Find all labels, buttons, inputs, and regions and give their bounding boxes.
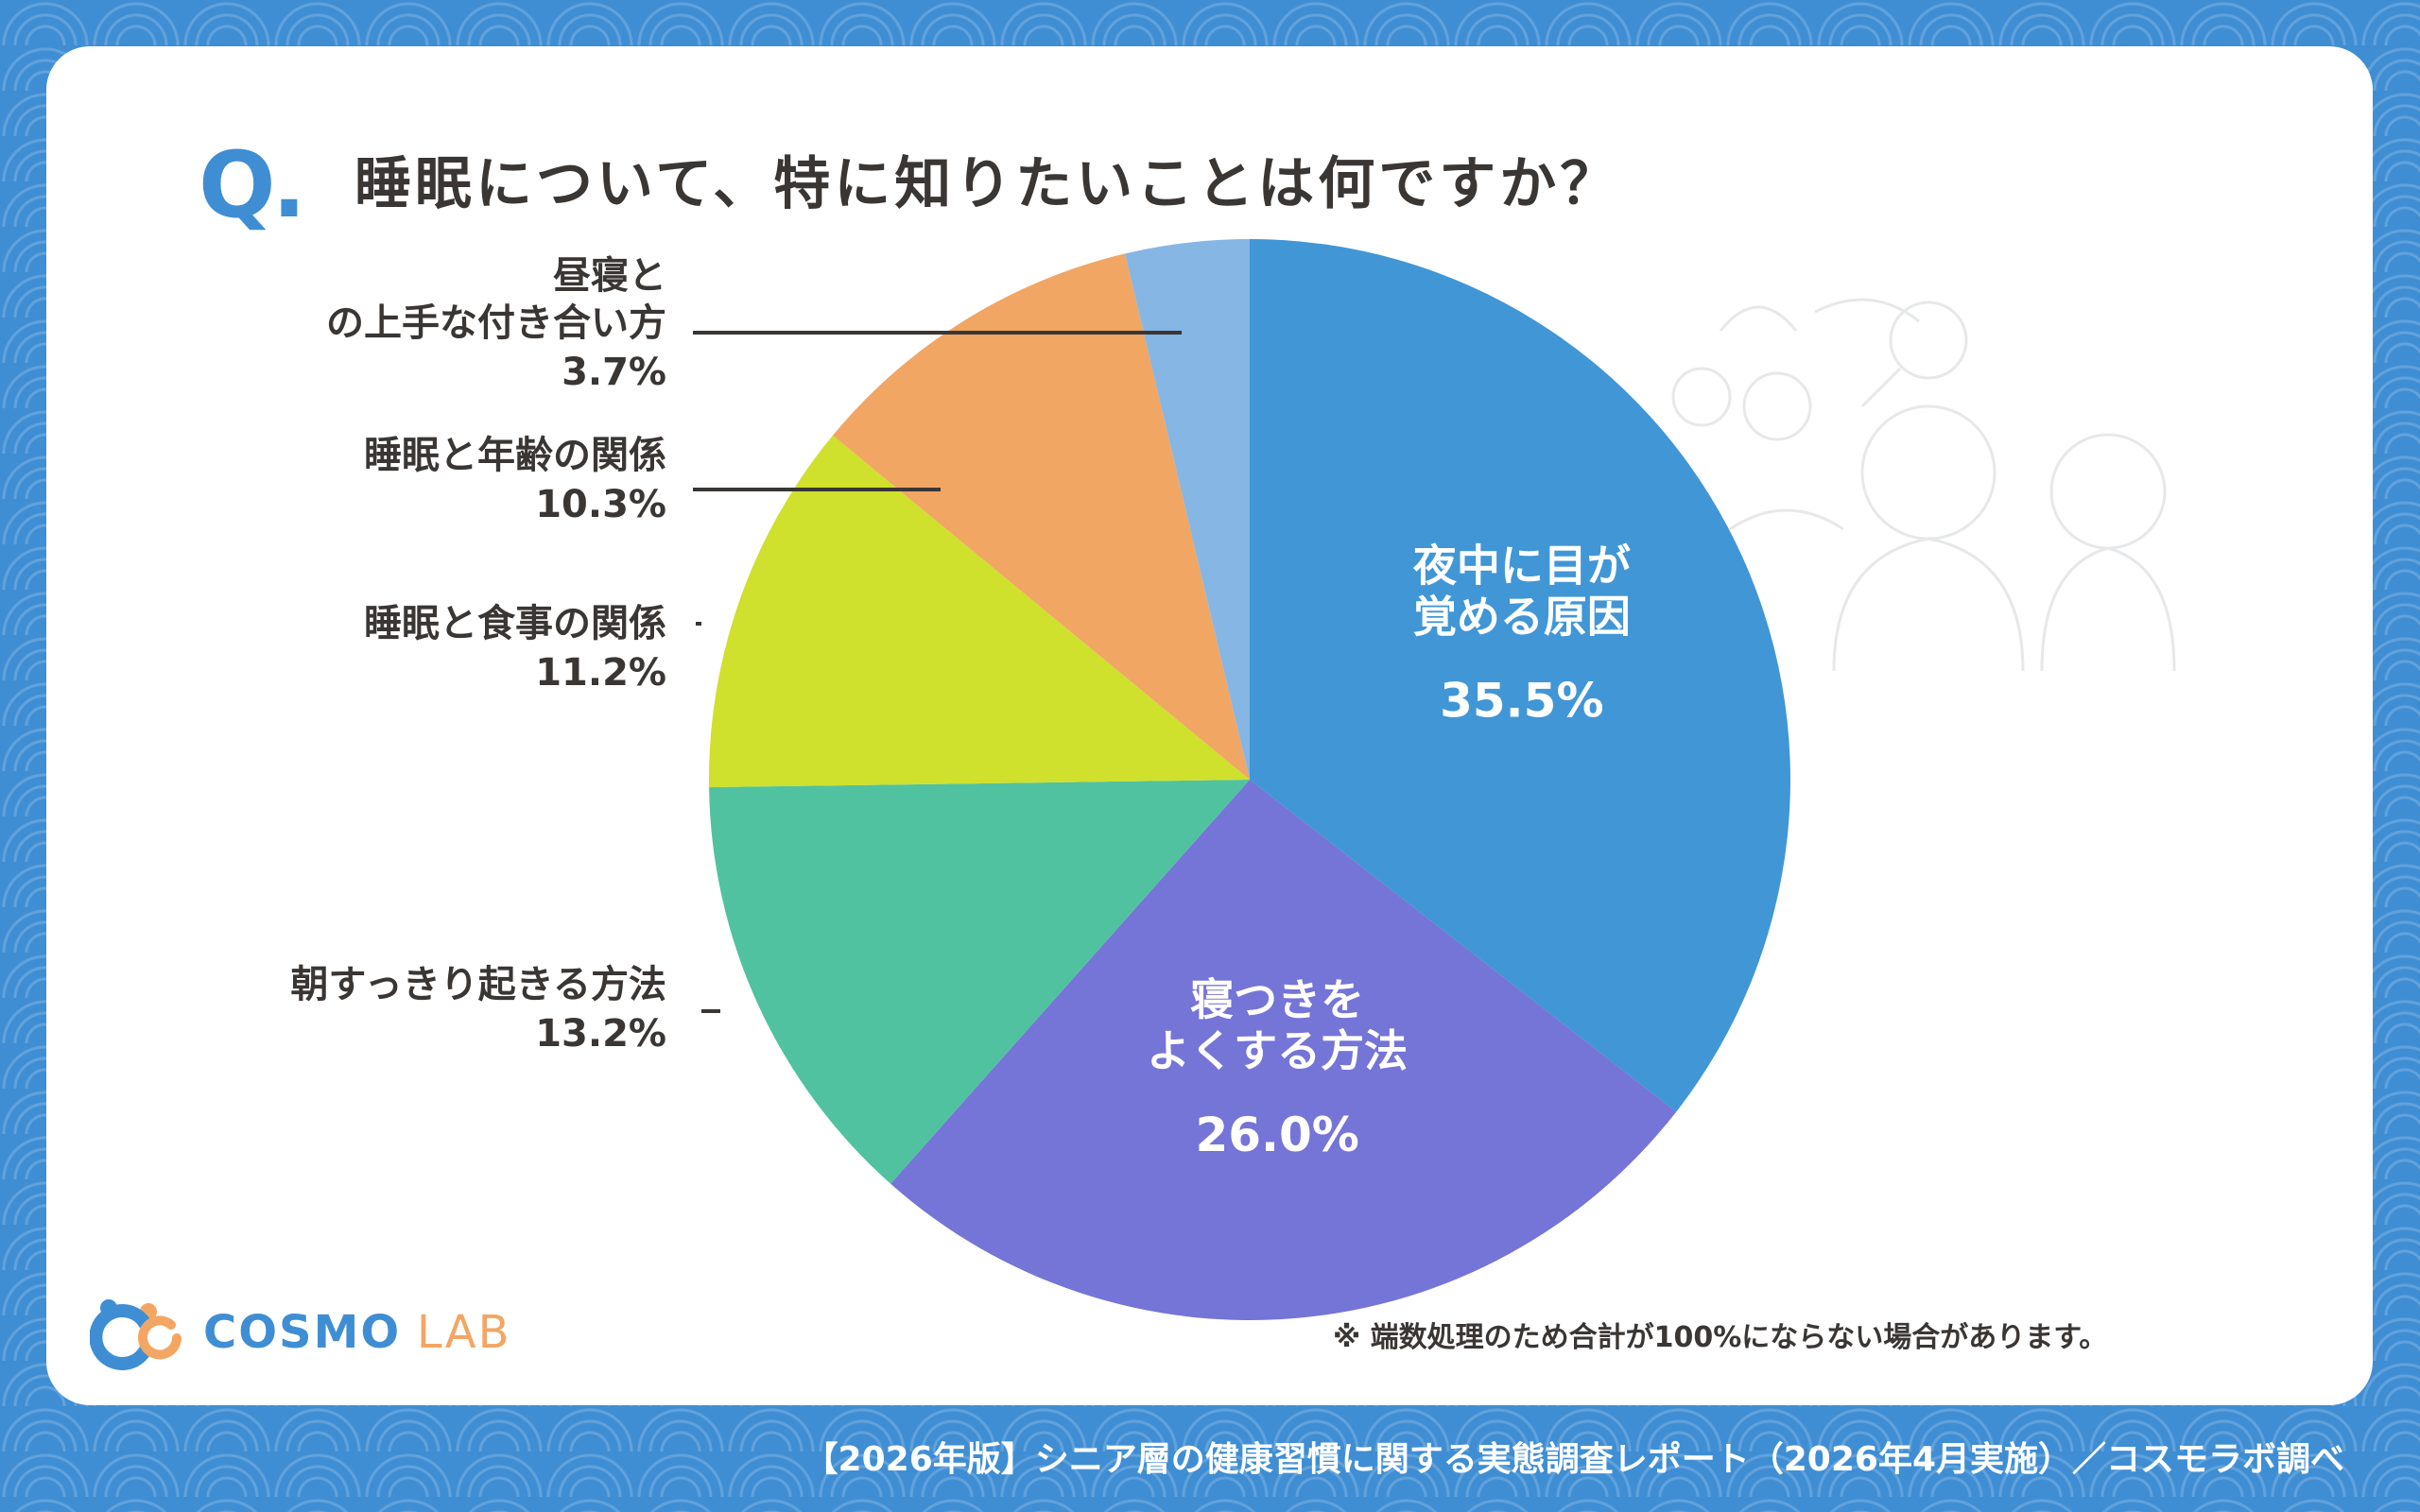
pie-slice-1 xyxy=(1250,239,1791,1112)
pie-slice-2 xyxy=(890,780,1677,1320)
pie-slice-5 xyxy=(832,253,1250,780)
question-mark-prefix: Q. xyxy=(199,132,306,238)
slice-label-2: 寝つきを xyxy=(1190,974,1364,1025)
slice-value-3: 13.2% xyxy=(535,1012,666,1056)
pie-slice-4 xyxy=(709,435,1250,788)
pie-slice-3 xyxy=(709,780,1250,1184)
slice-value-4: 11.2% xyxy=(535,651,666,695)
slice-label-6: の上手な付き合い方 xyxy=(326,301,666,345)
footer-source: 【2026年版】シニア層の健康習慣に関する実態調査レポート（2026年4月実施）… xyxy=(804,1440,2344,1479)
slice-value-2: 26.0% xyxy=(1195,1108,1358,1162)
slice-label-1: 覚める原因 xyxy=(1413,591,1631,642)
slice-value-6: 3.7% xyxy=(562,351,666,394)
logo-text-lab: LAB xyxy=(416,1306,511,1359)
pie-slice-6 xyxy=(1125,239,1250,780)
slice-label-2: よくする方法 xyxy=(1147,1025,1408,1076)
rounding-note: ※ 端数処理のため合計が100%にならない場合があります。 xyxy=(1333,1321,2108,1354)
slice-label-5: 睡眠と年齢の関係 xyxy=(364,434,666,477)
cosmo-lab-logo-icon xyxy=(90,1299,182,1370)
cosmo-lab-logo: COSMO LAB xyxy=(90,1295,510,1370)
logo-wordmark: COSMO LAB xyxy=(203,1306,511,1359)
slice-label-6: 昼寝と xyxy=(553,254,666,298)
slice-label-1: 夜中に目が xyxy=(1412,540,1631,591)
slice-value-1: 35.5% xyxy=(1440,673,1603,728)
logo-text-cosmo: COSMO xyxy=(203,1306,402,1359)
slice-label-4: 睡眠と食事の関係 xyxy=(364,602,666,645)
page-title: 睡眠について、特に知りたいことは何ですか？ xyxy=(354,151,1621,217)
slice-label-3: 朝すっきり起きる方法 xyxy=(290,963,666,1006)
seniors-illustration-icon xyxy=(1671,298,2176,672)
slice-value-5: 10.3% xyxy=(535,483,666,526)
